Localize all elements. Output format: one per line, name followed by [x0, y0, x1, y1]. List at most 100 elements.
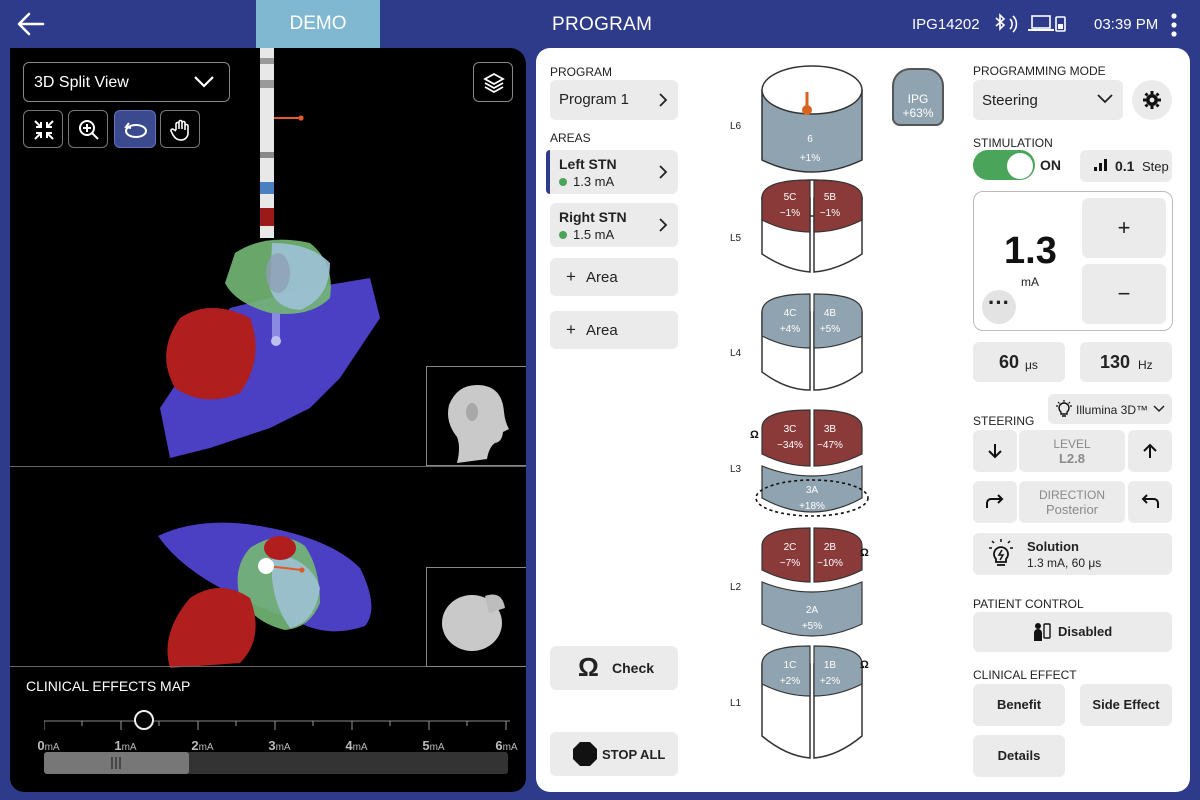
rotate-button[interactable]	[114, 110, 156, 148]
illumina-label: Illumina 3D™	[1076, 403, 1149, 417]
settings-button[interactable]	[1132, 80, 1172, 120]
steering-label: STEERING	[973, 414, 1035, 428]
level-label-L5: L5	[730, 233, 742, 244]
solution-button[interactable]: Solution 1.3 mA, 60 μs	[973, 533, 1172, 575]
back-arrow-icon[interactable]	[16, 10, 46, 38]
stimulation-toggle[interactable]	[973, 150, 1035, 180]
omega-marker-icon: Ω	[860, 659, 869, 671]
zoom-button[interactable]	[68, 110, 108, 148]
rotate-counterclockwise-button[interactable]	[1128, 481, 1172, 523]
frequency-unit: Hz	[1138, 358, 1153, 372]
pan-button[interactable]	[160, 110, 200, 148]
rotate-clockwise-button[interactable]	[973, 481, 1017, 523]
pulse-width-button[interactable]: 60 μs	[973, 342, 1065, 382]
svg-text:6: 6	[807, 134, 813, 145]
contact-3B[interactable]: 3B −47%	[813, 409, 863, 467]
laptop-icon	[1028, 15, 1054, 31]
level-label-L3: L3	[730, 464, 742, 475]
impedance-check-button[interactable]: Ω Check	[550, 646, 678, 690]
area-left-stn-button[interactable]: Left STN 1.3 mA	[546, 150, 678, 194]
svg-text:−7%: −7%	[780, 558, 800, 569]
contact-2B[interactable]: 2B −10%	[813, 527, 863, 583]
illumina-3d-dropdown[interactable]: Illumina 3D™	[1048, 394, 1172, 424]
chevron-right-icon	[659, 218, 668, 232]
svg-text:3B: 3B	[824, 424, 837, 435]
patient-remote-icon	[1034, 623, 1051, 641]
add-area-button[interactable]: + Area	[550, 258, 678, 296]
view-mode-dropdown[interactable]: 3D Split View	[23, 62, 230, 102]
contact-5C[interactable]: 5C −1%	[761, 179, 811, 233]
svg-text:2C: 2C	[784, 542, 797, 553]
battery-icon	[1055, 16, 1066, 32]
level-label-L2: L2	[730, 582, 742, 593]
stop-all-label: STOP ALL	[602, 747, 666, 762]
frequency-value: 130	[1100, 352, 1131, 372]
chevron-right-icon	[659, 165, 668, 179]
contact-4B[interactable]: 4B +5%	[813, 293, 863, 349]
direction-display: DIRECTION Posterior	[1019, 481, 1125, 523]
svg-text:−47%: −47%	[817, 440, 843, 451]
grip-lines-icon	[111, 757, 121, 769]
program-panel: PROGRAM Program 1 AREAS Left STN 1.3 mA …	[536, 48, 1190, 792]
contact-2A[interactable]: 2A +5%	[761, 581, 863, 637]
contact-3C[interactable]: 3C −34%	[761, 409, 811, 467]
contact-1B[interactable]: 1B +2%	[813, 645, 863, 697]
head-orientation-thumbnail[interactable]	[426, 366, 526, 466]
contact-3A[interactable]: 3A +18%	[755, 465, 869, 517]
head-top-icon	[442, 594, 505, 651]
contact-5B[interactable]: 5B −1%	[813, 179, 863, 233]
omega-marker-icon: Ω	[750, 429, 759, 441]
level-down-button[interactable]	[973, 430, 1017, 472]
amplitude-slider-knob[interactable]	[134, 710, 155, 730]
frequency-button[interactable]: 130 Hz	[1080, 342, 1172, 382]
layers-button[interactable]	[473, 62, 513, 102]
amplitude-unit: mA	[1021, 275, 1039, 289]
svg-text:−1%: −1%	[820, 208, 840, 219]
contact-2C[interactable]: 2C −7%	[761, 527, 811, 583]
program-select-button[interactable]: Program 1	[550, 80, 678, 120]
stimulation-state: ON	[1040, 157, 1061, 173]
level-display: LEVEL L2.8	[1019, 430, 1125, 472]
amplitude-increase-button[interactable]: +	[1082, 198, 1166, 258]
amplitude-scale: 0mA 1mA 2mA 3mA 4mA 5mA 6mA	[37, 710, 518, 784]
amplitude-track-fill[interactable]	[44, 752, 190, 774]
direction-label: DIRECTION	[1039, 488, 1105, 502]
ipg-contact[interactable]: IPG +63%	[892, 68, 944, 126]
patient-control-label: PATIENT CONTROL	[973, 597, 1084, 611]
level-up-button[interactable]	[1128, 430, 1172, 472]
direction-value: Posterior	[1045, 502, 1099, 517]
stop-all-button[interactable]: STOP ALL	[550, 732, 678, 776]
3d-brain-scene[interactable]	[10, 48, 526, 668]
area-right-stn-button[interactable]: Right STN 1.5 mA	[550, 203, 678, 247]
step-label: Step	[1142, 159, 1169, 174]
patient-control-button[interactable]: Disabled	[973, 612, 1172, 652]
svg-text:+2%: +2%	[780, 676, 800, 687]
collapse-view-button[interactable]	[23, 110, 63, 148]
details-button[interactable]: Details	[973, 735, 1065, 777]
scale-tick-0: 0mA	[37, 738, 60, 753]
clinical-effect-label: CLINICAL EFFECT	[973, 668, 1077, 682]
top-bar: DEMO PROGRAM IPG14202 03:39 PM	[0, 0, 1200, 48]
program-label: PROGRAM	[550, 65, 613, 79]
programming-mode-dropdown[interactable]: Steering	[973, 80, 1123, 120]
side-effect-button[interactable]: Side Effect	[1080, 684, 1172, 726]
amplitude-decrease-button[interactable]: −	[1082, 264, 1166, 324]
contact-4C[interactable]: 4C +4%	[761, 293, 811, 349]
add-area-button-2[interactable]: + Area	[550, 311, 678, 349]
pulse-width-unit: μs	[1025, 358, 1038, 372]
head-top-thumbnail[interactable]	[426, 567, 526, 667]
stop-octagon-icon	[573, 742, 597, 766]
compress-arrows-icon	[34, 120, 54, 140]
kebab-menu-icon[interactable]	[1168, 12, 1180, 38]
gear-icon	[1143, 91, 1161, 109]
svg-text:+18%: +18%	[799, 501, 825, 512]
toggle-knob	[1007, 153, 1033, 179]
benefit-button[interactable]: Benefit	[973, 684, 1065, 726]
active-dot-icon	[559, 231, 567, 239]
step-size-button[interactable]: 0.1 Step	[1080, 150, 1172, 182]
level-label: LEVEL	[1053, 437, 1091, 451]
contact-6[interactable]: 6 +1%	[761, 65, 863, 173]
contact-1C[interactable]: 1C +2%	[761, 645, 811, 697]
level-label-L1: L1	[730, 698, 742, 709]
more-options-button[interactable]: ···	[982, 290, 1016, 324]
